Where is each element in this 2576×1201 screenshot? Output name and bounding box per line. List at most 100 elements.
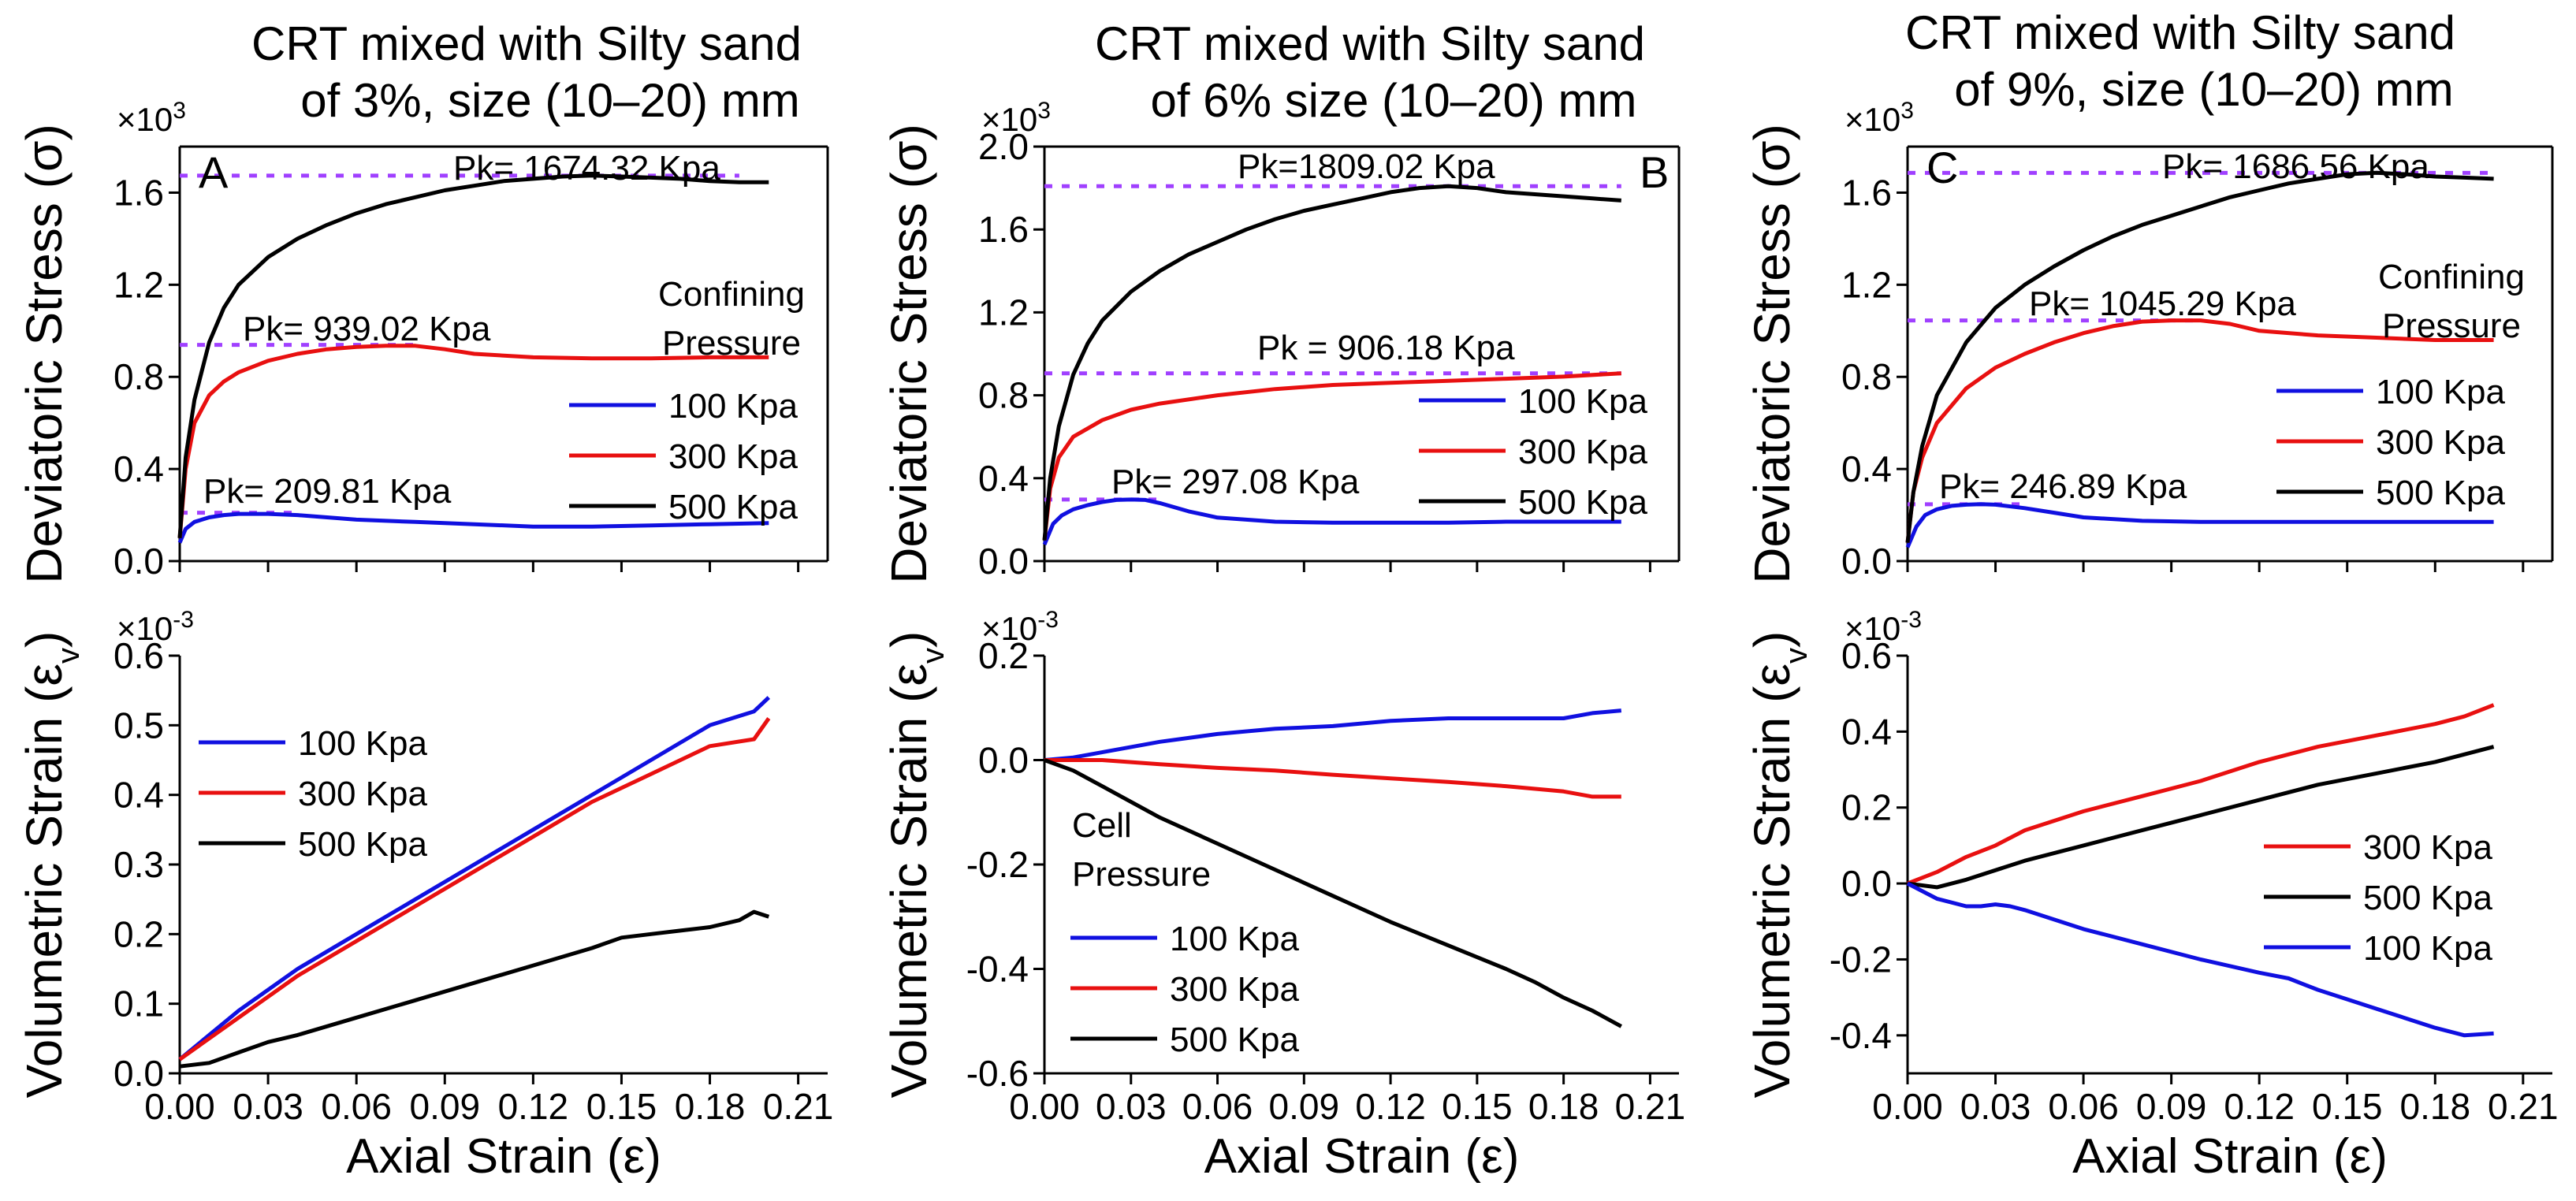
y-tick-label: 0.1 bbox=[114, 983, 164, 1024]
panel-title-line-1: CRT mixed with Silty sand bbox=[1905, 6, 2455, 59]
legend-label: 100 Kpa bbox=[668, 387, 798, 426]
y-tick-label: 0.2 bbox=[114, 913, 164, 954]
series-line bbox=[177, 173, 769, 538]
peak-annotation: Pk= 246.89 Kpa bbox=[1939, 467, 2187, 506]
x-tick-label: 0.06 bbox=[321, 1086, 392, 1127]
series-line bbox=[179, 909, 770, 1069]
legend-label: 300 Kpa bbox=[298, 775, 427, 813]
legend-label: 300 Kpa bbox=[668, 437, 798, 476]
x-tick-label: 0.15 bbox=[2312, 1086, 2383, 1127]
legend-label: 100 Kpa bbox=[2363, 929, 2492, 968]
legend-title: Pressure bbox=[1072, 855, 1211, 894]
panel-title-line-2: of 3%, size (10–20) mm bbox=[300, 74, 800, 127]
x-tick-label: 0.18 bbox=[1528, 1086, 1599, 1127]
panel-B-volumetric: Volumetric Strain (εv) bbox=[880, 631, 1679, 1099]
y-tick-label: 0.2 bbox=[978, 635, 1029, 676]
panel-letter: B bbox=[1640, 147, 1669, 197]
y-tick-label: 0.5 bbox=[114, 705, 164, 746]
peak-annotation: Pk= 1674.32 Kpa bbox=[453, 149, 720, 188]
legend-label: 500 Kpa bbox=[1518, 483, 1647, 522]
legend-label: 100 Kpa bbox=[298, 724, 427, 763]
x-tick-label: 0.18 bbox=[2400, 1086, 2471, 1127]
y-tick-label: 1.6 bbox=[114, 172, 164, 213]
y-tick-label: 1.6 bbox=[978, 209, 1029, 250]
panel-title-line-2: of 9%, size (10–20) mm bbox=[1954, 63, 2454, 116]
y-tick-label: 2.0 bbox=[978, 126, 1029, 167]
x-tick-label: 0.15 bbox=[1442, 1086, 1513, 1127]
series-line bbox=[1042, 497, 1621, 545]
y-tick-label: 0.3 bbox=[114, 844, 164, 885]
panel-title-line-2: of 6% size (10–20) mm bbox=[1151, 74, 1637, 127]
y-tick-label: 1.2 bbox=[978, 292, 1029, 333]
series-line bbox=[1042, 184, 1621, 541]
series-line bbox=[178, 696, 771, 1062]
x-tick-label: 0.12 bbox=[498, 1086, 569, 1127]
legend-label: 300 Kpa bbox=[1170, 970, 1299, 1009]
legend-label: 500 Kpa bbox=[668, 488, 798, 526]
y-tick-label: 1.2 bbox=[114, 264, 164, 305]
legend-label: 300 Kpa bbox=[2376, 423, 2505, 462]
legend-label: 100 Kpa bbox=[2376, 373, 2505, 411]
y-axis-label: Volumetric Strain (εv) bbox=[880, 631, 951, 1099]
series-line bbox=[1905, 318, 2494, 543]
peak-annotation: Pk=1809.02 Kpa bbox=[1238, 147, 1495, 186]
legend-title: Confining bbox=[658, 275, 805, 314]
legend-label: 500 Kpa bbox=[2363, 879, 2492, 917]
x-tick-label: 0.21 bbox=[1615, 1086, 1686, 1127]
legend-label: 300 Kpa bbox=[2363, 828, 2492, 867]
panel-A: Deviatoric Stress (σ) bbox=[16, 124, 829, 584]
x-tick-label: 0.03 bbox=[233, 1086, 303, 1127]
axis-multiplier: ×10-3 bbox=[981, 607, 1059, 648]
x-tick-label: 0.03 bbox=[1960, 1086, 2031, 1127]
x-axis-label: Axial Strain (ε) bbox=[2072, 1129, 2388, 1184]
y-axis-label: Volumetric Strain (εv) bbox=[1744, 631, 1814, 1099]
axis-multiplier: ×10-3 bbox=[1845, 607, 1922, 648]
x-tick-label: 0.06 bbox=[2048, 1086, 2119, 1127]
legend-title: Pressure bbox=[2382, 307, 2521, 345]
series-line bbox=[178, 717, 771, 1062]
x-tick-label: 0.21 bbox=[2488, 1086, 2559, 1127]
x-tick-label: 0.09 bbox=[410, 1086, 481, 1127]
legend-label: 500 Kpa bbox=[1170, 1021, 1299, 1059]
x-tick-label: 0.12 bbox=[2224, 1086, 2295, 1127]
y-tick-label: 0.0 bbox=[1841, 541, 1892, 582]
y-tick-label: 0.4 bbox=[1841, 711, 1892, 752]
x-tick-label: 0.00 bbox=[144, 1086, 215, 1127]
x-tick-label: 0.18 bbox=[675, 1086, 746, 1127]
x-tick-label: 0.00 bbox=[1872, 1086, 1943, 1127]
y-tick-label: -0.6 bbox=[966, 1053, 1029, 1094]
series-line bbox=[1042, 371, 1621, 541]
y-tick-label: 0.4 bbox=[1841, 448, 1892, 489]
x-tick-label: 0.09 bbox=[1269, 1086, 1340, 1127]
y-tick-label: -0.4 bbox=[1830, 1015, 1892, 1056]
panel-letter: C bbox=[1926, 143, 1958, 192]
series-line bbox=[1044, 758, 1622, 1028]
y-tick-label: -0.2 bbox=[966, 844, 1029, 885]
peak-annotation: Pk= 939.02 Kpa bbox=[243, 310, 491, 348]
series-line bbox=[1905, 502, 2494, 548]
series-line bbox=[1905, 170, 2494, 543]
series-line bbox=[177, 511, 769, 544]
y-tick-label: 0.2 bbox=[1841, 787, 1892, 828]
y-tick-label: 0.8 bbox=[978, 375, 1029, 416]
legend-title: Cell bbox=[1072, 806, 1132, 845]
y-tick-label: 0.4 bbox=[114, 448, 164, 489]
y-tick-label: 0.0 bbox=[978, 541, 1029, 582]
x-axis-label: Axial Strain (ε) bbox=[346, 1129, 661, 1184]
peak-annotation: Pk= 209.81 Kpa bbox=[203, 472, 452, 511]
panel-C-volumetric: Volumetric Strain (εv) bbox=[1744, 631, 2552, 1099]
axis-multiplier: ×103 bbox=[1845, 98, 1914, 139]
series-line bbox=[1907, 745, 2495, 890]
peak-annotation: Pk= 1045.29 Kpa bbox=[2029, 284, 2296, 323]
legend-label: 100 Kpa bbox=[1170, 920, 1299, 958]
x-tick-label: 0.03 bbox=[1096, 1086, 1167, 1127]
y-axis-label: Deviatoric Stress (σ) bbox=[880, 124, 937, 584]
panel-C: Deviatoric Stress (σ) bbox=[1744, 124, 2554, 584]
panel-title-line-1: CRT mixed with Silty sand bbox=[251, 17, 802, 70]
series-line bbox=[1906, 881, 2494, 1038]
peak-annotation: Pk = 906.18 Kpa bbox=[1257, 329, 1515, 367]
y-tick-label: 0.4 bbox=[114, 775, 164, 816]
series-line bbox=[177, 344, 769, 539]
y-tick-label: 0.0 bbox=[114, 1053, 164, 1094]
y-tick-label: -0.2 bbox=[1830, 939, 1892, 980]
